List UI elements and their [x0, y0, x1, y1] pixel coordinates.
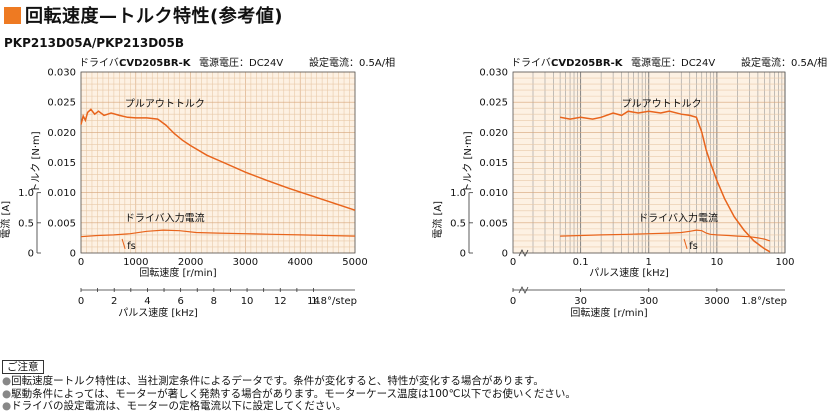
x2-tick-label: 12 — [274, 296, 287, 307]
y-tick-label: 0.025 — [479, 98, 508, 109]
x2-tick-label: 30 — [574, 296, 587, 307]
y-axis-label: トルク [N·m] — [30, 131, 42, 192]
axis-break-icon — [518, 249, 529, 257]
driver-model: CVD205BR-K — [119, 58, 192, 69]
fs-label: fs — [689, 241, 698, 252]
note-text: 回転速度ートルク特性は、当社測定条件によるデータです。条件が変化すると、特性が変… — [11, 375, 544, 387]
y-tick-label: 0 — [70, 249, 76, 260]
axis-break-icon — [518, 286, 529, 294]
driver-model: CVD205BR-K — [551, 58, 624, 69]
page-title: 回転速度—トルク特性(参考値) — [4, 2, 283, 28]
y-tick-label: 0.005 — [479, 218, 508, 229]
notes-section: ご注意 ●回転速度ートルク特性は、当社測定条件によるデータです。条件が変化すると… — [2, 360, 576, 413]
note-item: ●駆動条件によっては、モーターが著しく発熱する場合があります。モーターケース温度… — [2, 388, 576, 401]
y-tick-label: 0.020 — [479, 128, 508, 139]
x-tick-label: 3000 — [233, 257, 258, 268]
plot-border — [80, 71, 356, 254]
x2-tick-label: 2 — [111, 296, 117, 307]
y2-tick-label: 1.0 — [18, 188, 34, 199]
fs-marker — [121, 238, 126, 250]
bullet-icon: ● — [2, 387, 12, 400]
torque-curve-label: プルアウトトルク — [125, 98, 205, 110]
x-tick-label: 10 — [711, 257, 724, 268]
y2-tick-label: 0 — [28, 249, 34, 260]
y2-tick-label: 0 — [460, 249, 466, 260]
y2-tick-label: 0.5 — [18, 218, 34, 229]
y-tick-label: 0.010 — [47, 188, 76, 199]
y2-axis-label: 電流 [A] — [0, 201, 12, 239]
x2-tick-label: 14 — [307, 296, 320, 307]
x2-tick-label: 300 — [639, 296, 658, 307]
y-tick-label: 0.005 — [47, 218, 76, 229]
x-axis-label: パルス速度 [kHz] — [589, 266, 669, 279]
x2-tick-label: 10 — [241, 296, 254, 307]
plot-border — [512, 71, 786, 254]
current-setting: 設定電流：0.5A/相 — [309, 56, 395, 69]
x2-unit-label: 1.8°/step — [311, 296, 357, 307]
x-tick-label: 1 — [646, 257, 652, 268]
title-square-icon — [4, 6, 21, 24]
x-tick-label: 100 — [775, 257, 794, 268]
y2-tick-label: 1.0 — [450, 188, 466, 199]
x2-tick-label: 8 — [211, 296, 217, 307]
y-tick-label: 0.020 — [47, 128, 76, 139]
current-curve-label: ドライバ入力電流 — [638, 212, 718, 225]
torque-curve-label: プルアウトトルク — [622, 98, 702, 110]
y-tick-label: 0.015 — [479, 158, 508, 169]
note-item: ●回転速度ートルク特性は、当社測定条件によるデータです。条件が変化すると、特性が… — [2, 375, 576, 388]
y-tick-label: 0.030 — [479, 68, 508, 79]
note-text: ドライバの設定電流は、モーターの定格電流以下に設定してください。 — [11, 400, 347, 412]
x2-axis-label: パルス速度 [kHz] — [118, 306, 198, 319]
note-text: 駆動条件によっては、モーターが著しく発熱する場合があります。モーターケース温度は… — [11, 387, 576, 400]
driver-prefix: ドライバ： — [79, 57, 129, 69]
x-tick-label: 1000 — [123, 257, 148, 268]
x-tick-label: 0.1 — [573, 257, 589, 268]
bullet-icon: ● — [2, 400, 12, 412]
fs-marker — [683, 238, 688, 250]
x-axis-label: 回転速度 [r/min] — [139, 266, 216, 279]
current-setting: 設定電流：0.5A/相 — [741, 56, 827, 69]
x-tick-label: 2000 — [178, 257, 203, 268]
fs-label: fs — [127, 241, 136, 252]
y2-tick-label: 0.5 — [450, 218, 466, 229]
x2-tick-label: 3000 — [704, 296, 729, 307]
x-tick-label: 5000 — [342, 257, 367, 268]
y-tick-label: 0.030 — [47, 68, 76, 79]
x2-tick-label: 4 — [144, 296, 150, 307]
driver-prefix: ドライバ： — [511, 57, 561, 69]
power-voltage: 電源電圧：DC24V — [631, 56, 715, 69]
bullet-icon: ● — [2, 375, 12, 387]
x-tick-label: 0 — [78, 257, 84, 268]
current-curve — [80, 229, 356, 238]
y-tick-label: 0 — [502, 249, 508, 260]
torque-curve — [80, 108, 356, 211]
y-axis-label: トルク [N·m] — [462, 131, 474, 192]
y-tick-label: 0.015 — [47, 158, 76, 169]
torque-curve — [559, 110, 771, 253]
y2-axis-label: 電流 [A] — [431, 201, 444, 239]
current-curve — [560, 229, 771, 242]
page-title-text: 回転速度—トルク特性(参考値) — [25, 6, 283, 27]
x2-unit-label: 1.8°/step — [741, 296, 787, 307]
x2-tick-label: 6 — [177, 296, 183, 307]
power-voltage: 電源電圧：DC24V — [199, 56, 283, 69]
x2-tick-label: 0 — [78, 296, 84, 307]
note-item: ●ドライバの設定電流は、モーターの定格電流以下に設定してください。 — [2, 400, 576, 413]
x-tick-label: 0 — [510, 257, 516, 268]
current-curve-label: ドライバ入力電流 — [125, 212, 205, 225]
x-tick-label: 4000 — [287, 257, 312, 268]
x2-tick-label: 0 — [510, 296, 516, 307]
x2-axis-label: 回転速度 [r/min] — [570, 306, 647, 319]
model-name: PKP213D05A/PKP213D05B — [4, 36, 185, 50]
y-tick-label: 0.010 — [479, 188, 508, 199]
y-tick-label: 0.025 — [47, 98, 76, 109]
notes-title: ご注意 — [2, 360, 44, 374]
